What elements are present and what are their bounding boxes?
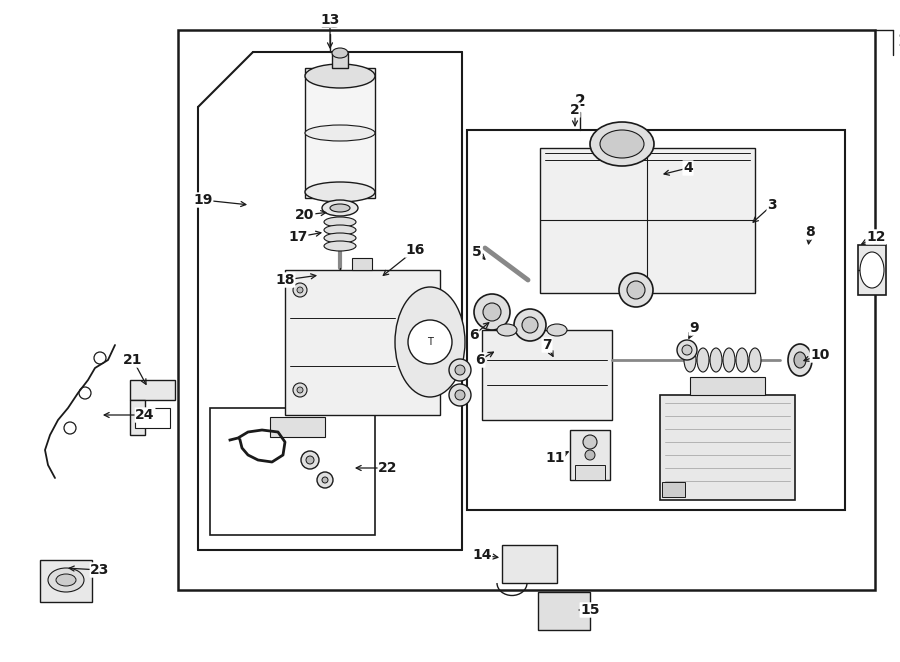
Bar	[540, 148, 755, 293]
Circle shape	[322, 477, 328, 483]
Text: 4: 4	[683, 161, 693, 175]
Text: 14: 14	[472, 548, 491, 562]
Circle shape	[306, 456, 314, 464]
Ellipse shape	[522, 317, 538, 333]
Ellipse shape	[547, 324, 567, 336]
Bar	[285, 270, 440, 415]
Text: 13: 13	[320, 17, 340, 32]
Ellipse shape	[395, 287, 465, 397]
Ellipse shape	[497, 324, 517, 336]
Circle shape	[297, 287, 303, 293]
Bar	[130, 400, 145, 435]
Bar	[575, 465, 605, 480]
Text: 3: 3	[767, 198, 777, 212]
Bar	[40, 560, 92, 602]
Ellipse shape	[483, 303, 501, 321]
Ellipse shape	[684, 348, 696, 372]
Bar	[210, 408, 375, 535]
Ellipse shape	[619, 273, 653, 307]
Ellipse shape	[324, 217, 356, 227]
Ellipse shape	[590, 122, 654, 166]
Ellipse shape	[794, 352, 806, 368]
Text: 5: 5	[472, 245, 482, 259]
Text: 20: 20	[295, 208, 315, 222]
Bar	[482, 330, 612, 420]
Ellipse shape	[474, 294, 510, 330]
Ellipse shape	[736, 348, 748, 372]
Text: 2: 2	[574, 95, 585, 109]
Text: 23: 23	[90, 563, 110, 577]
Circle shape	[455, 365, 465, 375]
Bar	[690, 377, 765, 395]
Ellipse shape	[860, 252, 884, 288]
Circle shape	[293, 383, 307, 397]
Circle shape	[301, 451, 319, 469]
Bar	[305, 68, 375, 198]
Circle shape	[449, 384, 471, 406]
Bar	[270, 417, 325, 437]
Text: 10: 10	[810, 348, 830, 362]
Circle shape	[293, 283, 307, 297]
Text: 24: 24	[135, 408, 155, 422]
Ellipse shape	[48, 568, 84, 592]
Ellipse shape	[600, 130, 644, 158]
Bar	[178, 30, 875, 590]
Circle shape	[449, 359, 471, 381]
Bar	[538, 592, 590, 630]
Text: 8: 8	[806, 225, 814, 239]
Bar	[467, 130, 845, 510]
Ellipse shape	[305, 125, 375, 141]
Circle shape	[583, 435, 597, 449]
Text: 15: 15	[580, 603, 599, 617]
Ellipse shape	[749, 348, 761, 372]
Ellipse shape	[305, 64, 375, 88]
Text: 21: 21	[123, 353, 143, 367]
Ellipse shape	[677, 340, 697, 360]
Bar	[135, 408, 170, 428]
Ellipse shape	[305, 182, 375, 202]
Bar	[660, 395, 795, 500]
Text: 6: 6	[469, 328, 479, 342]
Ellipse shape	[56, 574, 76, 586]
Ellipse shape	[710, 348, 722, 372]
Bar	[352, 258, 372, 270]
Bar	[858, 245, 886, 295]
Ellipse shape	[788, 344, 812, 376]
Ellipse shape	[627, 281, 645, 299]
Text: 2: 2	[570, 103, 580, 117]
Ellipse shape	[324, 225, 356, 235]
Ellipse shape	[324, 233, 356, 243]
Text: 16: 16	[405, 243, 425, 257]
Text: 11: 11	[545, 451, 565, 465]
Ellipse shape	[723, 348, 735, 372]
Ellipse shape	[330, 204, 350, 212]
Text: 9: 9	[689, 321, 698, 335]
Bar	[570, 430, 610, 480]
Text: T: T	[428, 337, 433, 347]
Text: 12: 12	[866, 230, 886, 244]
Text: 1: 1	[898, 34, 900, 50]
Circle shape	[585, 450, 595, 460]
Text: 22: 22	[378, 461, 398, 475]
Ellipse shape	[332, 48, 348, 58]
Circle shape	[455, 390, 465, 400]
Text: 19: 19	[194, 193, 212, 207]
Bar	[130, 380, 175, 400]
Circle shape	[408, 320, 452, 364]
Ellipse shape	[514, 309, 546, 341]
Bar	[332, 53, 348, 68]
Ellipse shape	[324, 241, 356, 251]
Bar	[502, 545, 557, 583]
Ellipse shape	[682, 345, 692, 355]
Circle shape	[297, 387, 303, 393]
Ellipse shape	[322, 200, 358, 216]
Text: 6: 6	[475, 353, 485, 367]
Bar	[662, 482, 685, 497]
Circle shape	[317, 472, 333, 488]
Text: 17: 17	[288, 230, 308, 244]
Text: 7: 7	[542, 338, 552, 352]
Ellipse shape	[697, 348, 709, 372]
Text: 18: 18	[275, 273, 295, 287]
Text: 13: 13	[320, 13, 339, 27]
